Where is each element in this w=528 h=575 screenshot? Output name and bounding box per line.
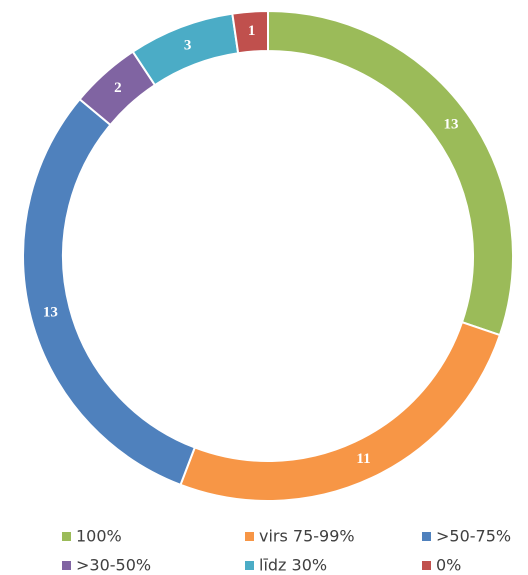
data-label: 11	[356, 451, 370, 467]
donut-segment	[179, 320, 502, 502]
donut-segment	[231, 9, 269, 55]
data-label: 1	[248, 23, 256, 39]
donut-segment	[267, 9, 514, 337]
legend-swatch	[422, 532, 431, 541]
legend-label: >50-75%	[436, 527, 511, 546]
legend-swatch	[62, 561, 71, 570]
donut-segment	[22, 97, 197, 487]
legend-label: 0%	[436, 556, 461, 575]
legend-label: >30-50%	[76, 556, 151, 575]
legend-label: virs 75-99%	[259, 527, 355, 546]
legend-swatch	[245, 561, 254, 570]
legend-swatch	[245, 532, 254, 541]
legend-swatch	[62, 532, 71, 541]
legend-label: līdz 30%	[259, 556, 327, 575]
data-label: 13	[443, 117, 458, 133]
legend-swatch	[422, 561, 431, 570]
data-label: 2	[114, 80, 122, 96]
legend-label: 100%	[76, 527, 122, 546]
data-label: 13	[43, 304, 58, 320]
data-label: 3	[184, 37, 192, 53]
